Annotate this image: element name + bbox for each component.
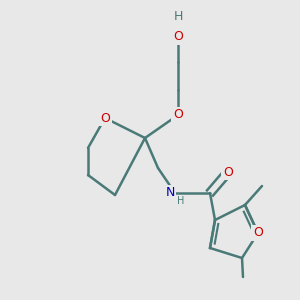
Text: O: O [173, 31, 183, 44]
Text: N: N [166, 187, 175, 200]
Text: H: H [177, 196, 184, 206]
Text: O: O [100, 112, 110, 124]
Text: H: H [173, 11, 183, 23]
Text: O: O [223, 166, 233, 178]
Text: O: O [253, 226, 263, 239]
Text: O: O [173, 109, 183, 122]
